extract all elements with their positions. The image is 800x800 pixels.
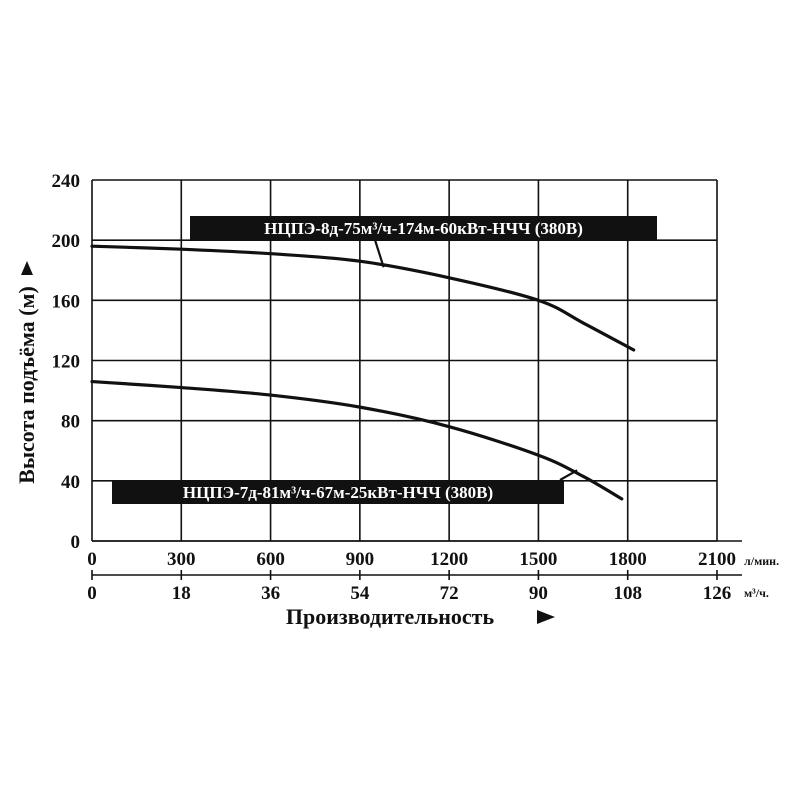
pump-curves xyxy=(90,244,636,501)
x2-tick-label: 126 xyxy=(703,583,732,604)
x2-tick-label: 90 xyxy=(529,583,548,604)
y-axis-arrow-icon xyxy=(21,261,33,275)
x-tick-label: 1200 xyxy=(430,549,468,570)
series-line-7d xyxy=(90,379,624,501)
series-line-8d xyxy=(90,244,636,352)
y-tick-label: 120 xyxy=(52,352,81,373)
y-tick-label: 40 xyxy=(61,472,80,493)
y-tick-label: 160 xyxy=(52,291,81,312)
series-label-text: НЦПЭ-7д-81м³/ч-67м-25кВт-НЧЧ (380В) xyxy=(183,483,493,502)
x-tick-label: 300 xyxy=(167,549,196,570)
y-tick-label: 240 xyxy=(52,171,81,192)
series-label-box xyxy=(190,216,657,240)
series-label-box xyxy=(112,480,564,504)
x-tick-label: 1500 xyxy=(519,549,557,570)
x2-tick-label: 18 xyxy=(172,583,191,604)
x2-tick-label: 72 xyxy=(440,583,459,604)
x2-tick-label: 54 xyxy=(350,583,370,604)
x-tick-label: 600 xyxy=(256,549,285,570)
y-tick-label: 200 xyxy=(52,231,81,252)
x2-tick-label: 36 xyxy=(261,583,280,604)
series-labels: НЦПЭ-8д-75м³/ч-174м-60кВт-НЧЧ (380В) НЦПЭ… xyxy=(112,216,657,504)
x-axis-unit-lpm: л/мин. xyxy=(744,554,779,568)
x-tick-label: 1800 xyxy=(609,549,647,570)
x2-tick-label: 0 xyxy=(87,583,97,604)
label-leader-line xyxy=(373,239,385,268)
x-tick-label: 0 xyxy=(87,549,97,570)
label-leader-line xyxy=(559,469,578,481)
x2-tick-label: 108 xyxy=(613,583,642,604)
x-axis-arrow-icon xyxy=(537,610,555,624)
y-tick-label: 80 xyxy=(61,412,80,433)
x2-axis-unit-m3h: м³/ч. xyxy=(744,586,769,600)
x-tick-label: 2100 xyxy=(698,549,736,570)
y-tick-label: 0 xyxy=(71,532,81,553)
y-axis-title: Высота подъёма (м) xyxy=(14,286,39,484)
x-tick-label: 900 xyxy=(346,549,375,570)
x-axis-title: Производительность xyxy=(286,604,495,629)
plot-grid xyxy=(91,179,718,542)
series-label-text: НЦПЭ-8д-75м³/ч-174м-60кВт-НЧЧ (380В) xyxy=(264,219,583,238)
